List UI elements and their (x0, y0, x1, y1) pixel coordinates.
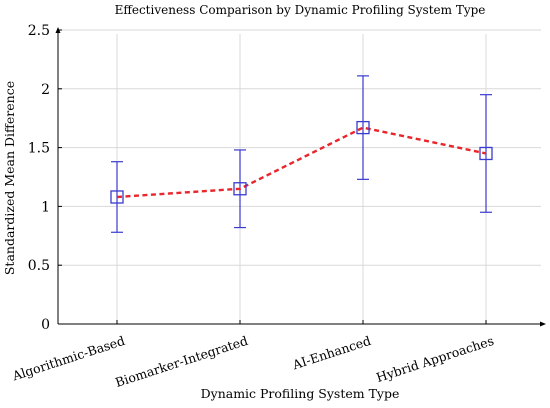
x-tick-label: Algorithmic-Based (10, 333, 127, 384)
y-tick-label: 2 (41, 82, 50, 98)
data-point (110, 190, 124, 204)
y-tick-label: 0 (41, 317, 50, 333)
error-bars (111, 75, 492, 233)
data-point (479, 146, 493, 161)
y-tick-label: 1 (41, 199, 50, 215)
x-axis-arrow (540, 321, 546, 327)
y-ticks: 0 0.5 1 1.5 2 2.5 (28, 23, 62, 333)
x-tick-label: AI-Enhanced (290, 333, 373, 373)
series-line (116, 126, 487, 199)
y-tick-label: 2.5 (28, 23, 50, 39)
data-point (356, 120, 370, 135)
chart-title: Effectiveness Comparison by Dynamic Prof… (115, 3, 486, 17)
series-line-path (116, 126, 487, 199)
data-point (233, 182, 247, 196)
x-tick-label: Hybrid Approaches (374, 333, 495, 385)
data-points (110, 120, 493, 204)
grid (58, 29, 541, 324)
x-tick-label: Biomarker-Integrated (113, 333, 249, 390)
y-tick-label: 0.5 (28, 258, 50, 274)
y-axis-label: Standardized Mean Difference (2, 81, 17, 275)
x-axis-label: Dynamic Profiling System Type (201, 386, 400, 401)
y-tick-label: 1.5 (28, 141, 50, 157)
axes (55, 27, 546, 327)
